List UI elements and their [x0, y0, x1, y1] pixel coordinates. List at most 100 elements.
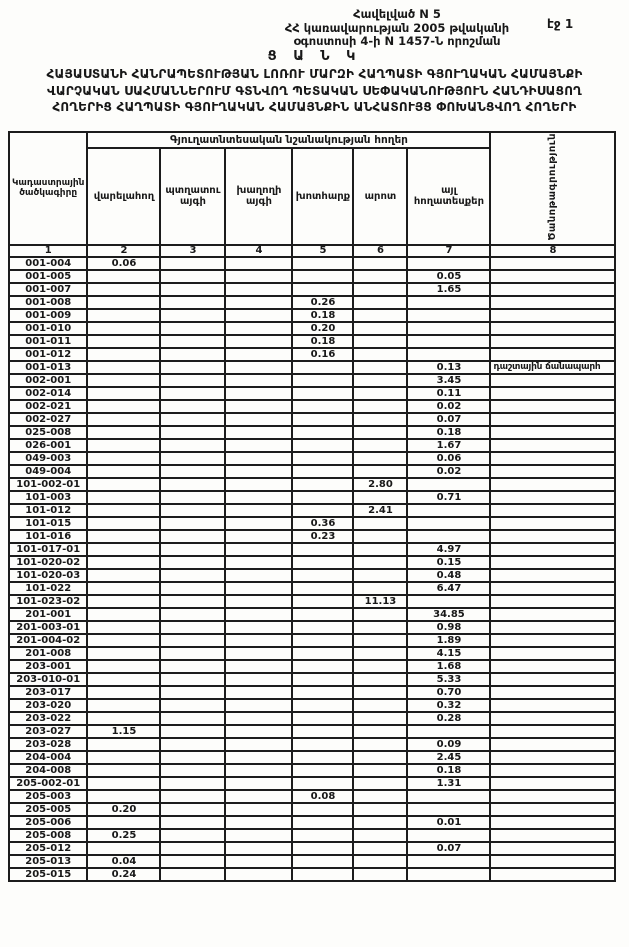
cadastral-code-cell: 205-002-01: [7, 775, 89, 791]
column-header-arable: վարելահող: [86, 147, 162, 246]
column-header-orchard: պտղատու այգի: [159, 147, 227, 246]
area-value-cell: [159, 528, 227, 544]
area-value-cell: [352, 723, 409, 739]
cadastral-code-cell: 205-008: [7, 827, 89, 843]
area-value-cell: [352, 853, 409, 869]
area-value-cell: [352, 710, 409, 726]
table-row: 203-027 1.15: [7, 723, 617, 739]
cadastral-code-cell: 204-008: [7, 762, 89, 778]
cadastral-code-cell: 205-013: [7, 853, 89, 869]
note-cell: [489, 866, 617, 882]
area-value-cell: 1.15: [86, 723, 162, 739]
area-value-cell: [291, 814, 355, 830]
table-row: 205-015 0.24: [7, 866, 617, 882]
area-value-cell: 0.18: [406, 424, 492, 440]
area-value-cell: [224, 437, 294, 453]
cadastral-code-cell: 101-017-01: [7, 541, 89, 557]
area-value-cell: 0.26: [291, 294, 355, 310]
area-value-cell: [159, 619, 227, 635]
area-value-cell: [352, 320, 409, 336]
area-value-cell: [224, 619, 294, 635]
area-value-cell: [224, 346, 294, 362]
cadastral-code-cell: 101-012: [7, 502, 89, 518]
area-value-cell: 0.20: [86, 801, 162, 817]
area-value-cell: [291, 762, 355, 778]
table-row: 101-016 0.23: [7, 528, 617, 544]
area-value-cell: [159, 320, 227, 336]
area-value-cell: [159, 333, 227, 349]
area-value-cell: [291, 476, 355, 492]
area-value-cell: [224, 411, 294, 427]
area-value-cell: [224, 866, 294, 882]
cadastral-code-cell: 101-003: [7, 489, 89, 505]
area-value-cell: [86, 619, 162, 635]
area-value-cell: [224, 853, 294, 869]
note-cell: [489, 567, 617, 583]
annex-line: Հավելված N 5: [353, 7, 441, 21]
area-value-cell: 0.11: [406, 385, 492, 401]
area-value-cell: [86, 541, 162, 557]
area-value-cell: [159, 762, 227, 778]
area-value-cell: [352, 632, 409, 648]
table-row: 101-017-01 4.97: [7, 541, 617, 557]
land-transfer-table: Կադաստրային ծածկագիրը Գյուղատնտեսական նշ…: [7, 130, 617, 882]
area-value-cell: [291, 658, 355, 674]
area-value-cell: [352, 385, 409, 401]
note-cell: [489, 281, 617, 297]
area-value-cell: 0.25: [86, 827, 162, 843]
area-value-cell: 2.45: [406, 749, 492, 765]
note-cell: [489, 775, 617, 791]
area-value-cell: [291, 606, 355, 622]
note-cell: [489, 801, 617, 817]
table-row: 026-001 1.67: [7, 437, 617, 453]
area-value-cell: [86, 840, 162, 856]
table-row: 203-017 0.70: [7, 684, 617, 700]
column-number: 2: [86, 243, 162, 258]
table-row: 201-008 4.15: [7, 645, 617, 661]
area-value-cell: [352, 580, 409, 596]
table-row: 002-001 3.45: [7, 372, 617, 388]
area-value-cell: [352, 567, 409, 583]
title-line: ՀԱՅԱՍՏԱՆԻ ՀԱՆՐԱՊԵՏՈՒԹՅԱՆ ԼՈՌՈՒ ՄԱՐԶԻ ՀԱՂ…: [46, 67, 583, 81]
area-value-cell: [352, 450, 409, 466]
area-value-cell: [352, 294, 409, 310]
area-value-cell: [159, 580, 227, 596]
note-cell: [489, 684, 617, 700]
area-value-cell: [352, 801, 409, 817]
area-value-cell: [352, 671, 409, 687]
cadastral-code-cell: 002-021: [7, 398, 89, 414]
table-row: 101-023-02 11.13: [7, 593, 617, 609]
column-number: 7: [406, 243, 492, 258]
area-value-cell: [159, 372, 227, 388]
area-value-cell: 0.16: [291, 346, 355, 362]
cadastral-code-cell: 101-022: [7, 580, 89, 596]
area-value-cell: [352, 762, 409, 778]
area-value-cell: [86, 710, 162, 726]
note-cell: [489, 606, 617, 622]
area-value-cell: [159, 684, 227, 700]
cadastral-code-cell: 205-005: [7, 801, 89, 817]
note-cell: [489, 411, 617, 427]
area-value-cell: [159, 736, 227, 752]
cadastral-code-cell: 201-001: [7, 606, 89, 622]
area-value-cell: [159, 502, 227, 518]
area-value-cell: [224, 450, 294, 466]
area-value-cell: [86, 398, 162, 414]
area-value-cell: 1.67: [406, 437, 492, 453]
area-value-cell: [159, 567, 227, 583]
area-value-cell: [352, 684, 409, 700]
cadastral-code-cell: 001-009: [7, 307, 89, 323]
table-row: 001-004 0.06: [7, 255, 617, 271]
area-value-cell: [224, 593, 294, 609]
area-value-cell: [86, 632, 162, 648]
area-value-cell: 0.15: [406, 554, 492, 570]
cadastral-code-cell: 101-002-01: [7, 476, 89, 492]
note-cell: [489, 398, 617, 414]
title-line: ՀՈՂԵՐԻՑ ՀԱՂՊԱՏԻ ԳՅՈՒՂԱԿԱՆ ՀԱՄԱՅՆՔԻՆ ԱՆՀԱ…: [52, 100, 577, 114]
area-value-cell: [224, 723, 294, 739]
area-value-cell: [86, 424, 162, 440]
area-value-cell: 0.13: [406, 359, 492, 375]
area-value-cell: [291, 424, 355, 440]
area-value-cell: [159, 281, 227, 297]
area-value-cell: 4.97: [406, 541, 492, 557]
